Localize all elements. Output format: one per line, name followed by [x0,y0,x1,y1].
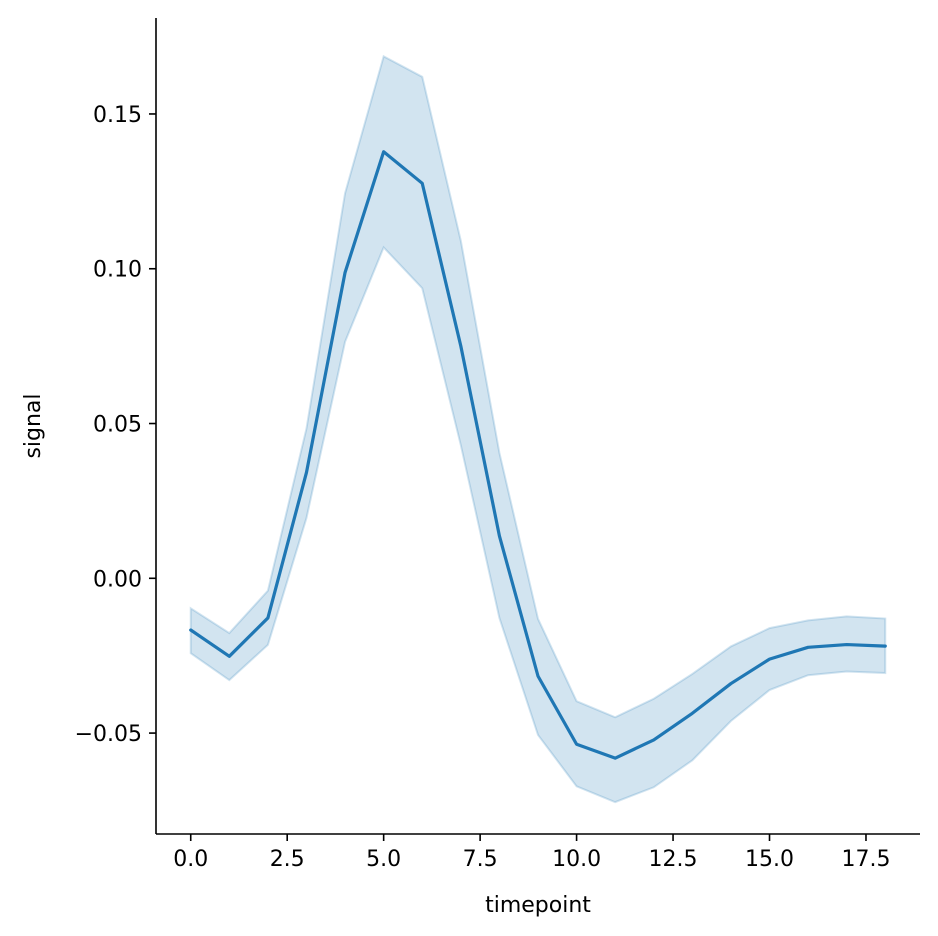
y-tick-label: 0.05 [93,413,142,438]
confidence-band [189,54,887,804]
x-tick-label: 0.0 [173,847,208,872]
series-line [189,150,887,760]
x-tick-label: 15.0 [745,847,794,872]
plot-area [189,54,887,804]
y-tick-label: 0.10 [93,258,142,283]
axes: 0.0 2.5 5.0 7.5 10.0 12.5 15.0 17.5 −0.05 0.00 0.0… [75,18,920,872]
x-tick-label: 17.5 [841,847,890,872]
x-tick-label: 2.5 [270,847,305,872]
x-tick-label: 10.0 [552,847,601,872]
x-tick-label: 7.5 [463,847,498,872]
x-tick-label: 12.5 [649,847,698,872]
y-axis-label: signal [21,393,46,458]
x-axis-label: timepoint [485,893,591,918]
y-tick-label: −0.05 [75,722,142,747]
y-tick-label: 0.15 [93,103,142,128]
y-tick-label: 0.00 [93,567,142,592]
x-tick-label: 5.0 [366,847,401,872]
